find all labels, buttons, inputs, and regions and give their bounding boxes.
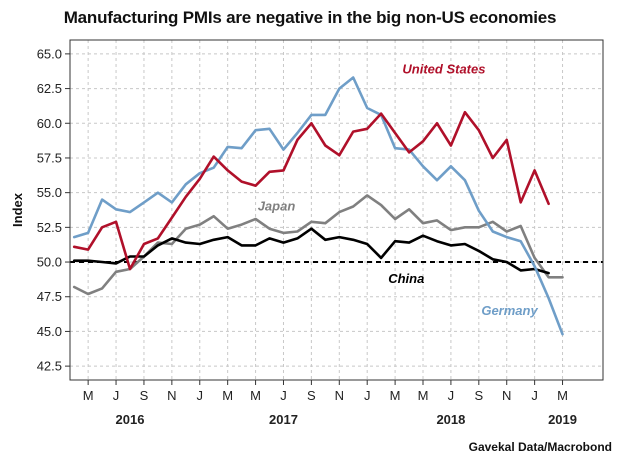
x-tick-label: N xyxy=(502,388,511,403)
series-label-japan: Japan xyxy=(258,199,296,214)
y-tick-label: 45.0 xyxy=(37,324,62,339)
y-tick-label: 65.0 xyxy=(37,46,62,61)
x-tick-label: J xyxy=(531,388,538,403)
series-label-china: China xyxy=(388,271,424,286)
y-tick-label: 60.0 xyxy=(37,116,62,131)
x-tick-label: M xyxy=(83,388,94,403)
y-axis-label: Index xyxy=(10,192,25,227)
y-tick-label: 57.5 xyxy=(37,150,62,165)
y-tick-label: 50.0 xyxy=(37,255,62,270)
x-tick-label: S xyxy=(140,388,149,403)
x-tick-label: J xyxy=(280,388,287,403)
year-label: 2017 xyxy=(269,412,298,427)
series-labels: Japan China Germany United States xyxy=(258,61,539,317)
series-label-germany: Germany xyxy=(481,303,538,318)
year-label: 2016 xyxy=(116,412,145,427)
x-tick-label: J xyxy=(364,388,371,403)
axes: 42.5 45.0 47.5 50.0 52.5 55.0 57.5 60.0 62.5 65.0… xyxy=(37,46,577,427)
y-tick-label: 47.5 xyxy=(37,289,62,304)
y-tick-label: 42.5 xyxy=(37,359,62,374)
x-tick-label: N xyxy=(167,388,176,403)
series-line-china xyxy=(72,227,550,275)
x-tick-label: J xyxy=(448,388,455,403)
y-tick-label: 52.5 xyxy=(37,220,62,235)
series-lines xyxy=(72,76,564,336)
y-tick-label: 62.5 xyxy=(37,81,62,96)
x-tick-label: J xyxy=(197,388,204,403)
year-label: 2018 xyxy=(436,412,465,427)
x-tick-label: M xyxy=(250,388,261,403)
x-tick-label: M xyxy=(222,388,233,403)
year-label: 2019 xyxy=(548,412,577,427)
x-tick-label: S xyxy=(474,388,483,403)
x-tick-label: J xyxy=(113,388,120,403)
chart-title: Manufacturing PMIs are negative in the b… xyxy=(63,8,557,27)
series-line-japan xyxy=(72,194,564,296)
x-tick-label: M xyxy=(418,388,429,403)
series-line-united-states xyxy=(72,110,550,271)
x-tick-label: M xyxy=(557,388,568,403)
x-tick-label: M xyxy=(390,388,401,403)
plot-frame xyxy=(69,39,604,381)
x-tick-label: S xyxy=(307,388,316,403)
grid-lines xyxy=(70,40,603,380)
series-label-united-states: United States xyxy=(402,61,485,76)
series-line-germany xyxy=(72,76,564,336)
x-tick-label: N xyxy=(335,388,344,403)
source-credit: Gavekal Data/Macrobond xyxy=(468,440,612,454)
y-tick-label: 55.0 xyxy=(37,185,62,200)
